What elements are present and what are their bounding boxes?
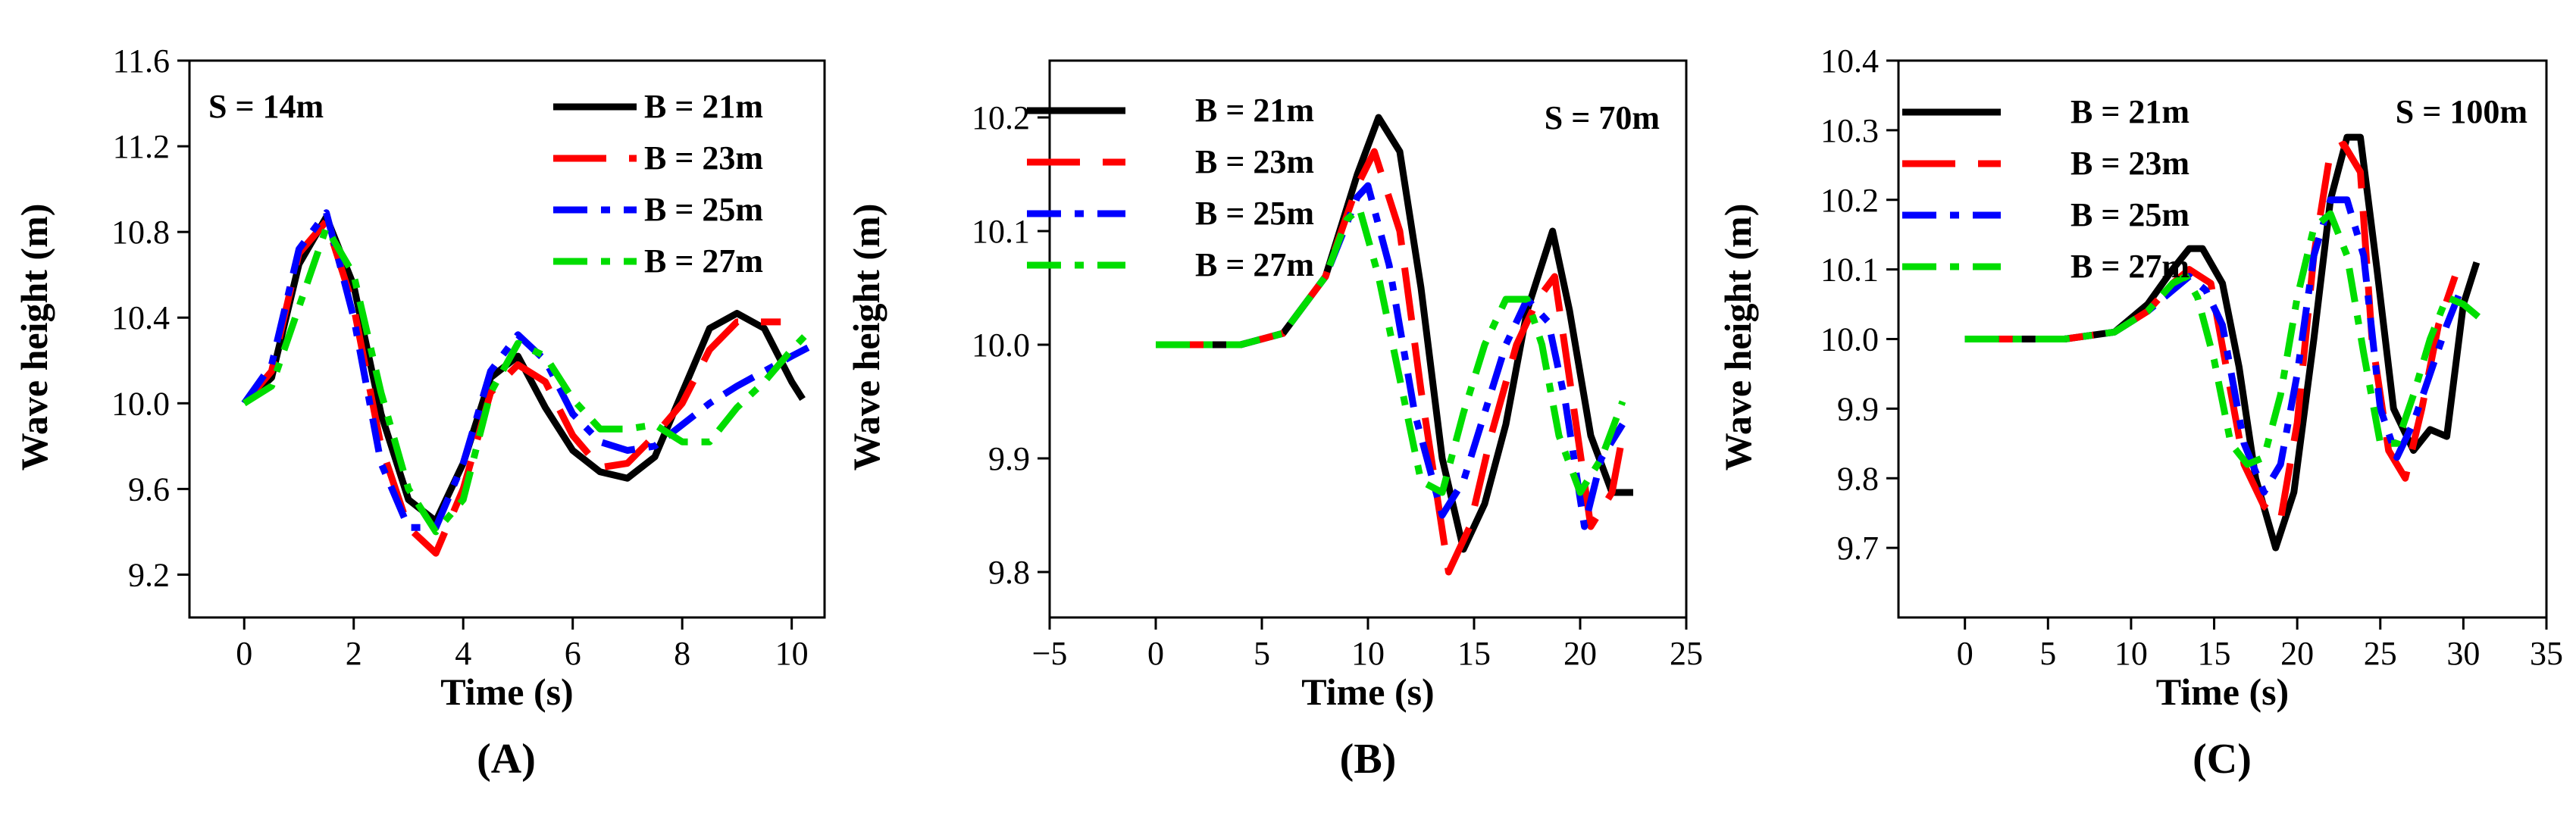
- y-tick-label: 10.1: [1820, 252, 1879, 289]
- panel-b: −5 0 5 10 15 20 25 9.8 9.9 10.0 10.1 10.2 Time (s) Wa…: [845, 59, 1703, 783]
- x-tick-label: 20: [1563, 635, 1597, 672]
- x-tick-label: 5: [1254, 635, 1270, 672]
- y-axis-label: Wave height (m): [13, 204, 55, 471]
- x-tick-label: 5: [2039, 635, 2056, 672]
- series-line-b-25m: [241, 209, 810, 531]
- x-tick-label: −5: [1032, 635, 1068, 672]
- y-tick-label: 10.0: [972, 327, 1030, 364]
- series-line-b-25m: [1156, 182, 1626, 530]
- y-tick-label: 9.2: [128, 556, 170, 593]
- legend-label: B = 21m: [644, 88, 763, 125]
- y-tick-label: 10.2: [1820, 182, 1879, 219]
- y-tick-label: 10.2: [972, 99, 1030, 136]
- x-axis-label: Time (s): [440, 671, 573, 713]
- y-tick-label: 9.7: [1837, 530, 1879, 567]
- y-tick-label: 9.6: [128, 470, 170, 508]
- legend-label: B = 23m: [1195, 143, 1314, 180]
- legend-label: B = 21m: [2071, 93, 2189, 130]
- legend-label: B = 23m: [2071, 145, 2189, 182]
- y-axis-label: Wave height (m): [845, 204, 887, 471]
- y-tick-label: 10.4: [1820, 42, 1879, 80]
- series-line-b-23m: [1156, 148, 1626, 576]
- plot-frame: [188, 59, 826, 619]
- x-tick-label: 15: [1457, 635, 1491, 672]
- y-tick-label: 11.6: [113, 42, 170, 80]
- series-line-b-27m: [1964, 210, 2483, 468]
- y-axis-label: Wave height (m): [1717, 204, 1759, 471]
- y-tick-label: 9.8: [1837, 460, 1879, 497]
- x-tick-label: 20: [2280, 635, 2314, 672]
- x-tick-label: 0: [236, 635, 252, 672]
- series-line-b-25m: [1964, 196, 2467, 496]
- series-line-b-21m: [1964, 133, 2481, 552]
- x-tick-label: 25: [2364, 635, 2397, 672]
- panel-label: (C): [2193, 736, 2252, 783]
- legend-label: B = 27m: [2071, 248, 2189, 285]
- x-tick-label: 6: [565, 635, 581, 672]
- y-tick-label: 10.8: [111, 214, 170, 251]
- legend-label: B = 27m: [644, 242, 763, 280]
- x-tick-label: 2: [346, 635, 362, 672]
- x-tick-label: 30: [2446, 635, 2480, 672]
- legend-label: B = 25m: [2071, 196, 2189, 233]
- series-line-b-27m: [242, 224, 811, 536]
- y-tick-label: 9.9: [988, 440, 1030, 477]
- x-axis-label: Time (s): [2156, 671, 2289, 713]
- y-tick-label: 10.0: [111, 385, 170, 422]
- panel-label: (B): [1340, 736, 1397, 783]
- legend-label: B = 21m: [1195, 92, 1314, 129]
- x-tick-label: 35: [2530, 635, 2563, 672]
- y-tick-label: 9.8: [988, 554, 1030, 591]
- x-tick-label: 25: [1670, 635, 1703, 672]
- y-tick-label: 10.0: [1820, 321, 1879, 358]
- x-tick-label: 0: [1147, 635, 1164, 672]
- y-tick-label: 10.3: [1820, 112, 1879, 149]
- y-tick-label: 11.2: [113, 128, 170, 165]
- x-axis-label: Time (s): [1301, 671, 1434, 713]
- spacing-annotation: S = 14m: [208, 88, 324, 125]
- series-line-b-23m: [1964, 140, 2459, 524]
- spacing-annotation: S = 70m: [1545, 99, 1660, 136]
- legend-label: B = 27m: [1195, 246, 1314, 283]
- y-tick-label: 10.4: [111, 299, 170, 336]
- series-line-b-27m: [1156, 205, 1626, 496]
- x-tick-label: 10: [2114, 635, 2148, 672]
- x-tick-label: 0: [1957, 635, 1973, 672]
- panel-label: (A): [477, 736, 536, 783]
- x-tick-label: 8: [674, 635, 690, 672]
- x-tick-label: 10: [775, 635, 809, 672]
- y-tick-label: 9.9: [1837, 390, 1879, 427]
- legend-label: B = 23m: [644, 139, 763, 177]
- x-tick-label: 10: [1351, 635, 1385, 672]
- panel-a: 0 2 4 6 8 10 9.2 9.6 10.0 10.4 10.8 11.2 11.6 Time (s…: [13, 42, 826, 783]
- legend-label: B = 25m: [1195, 195, 1314, 232]
- spacing-annotation: S = 100m: [2396, 93, 2527, 130]
- legend-label: B = 25m: [644, 191, 763, 228]
- y-tick-label: 10.1: [972, 213, 1030, 250]
- x-tick-label: 4: [455, 635, 471, 672]
- x-tick-label: 15: [2198, 635, 2231, 672]
- panel-c: 0 5 10 15 20 25 30 35 9.7 9.8 9.9 10.0 10.1 10.2 10.3 1…: [1717, 42, 2563, 783]
